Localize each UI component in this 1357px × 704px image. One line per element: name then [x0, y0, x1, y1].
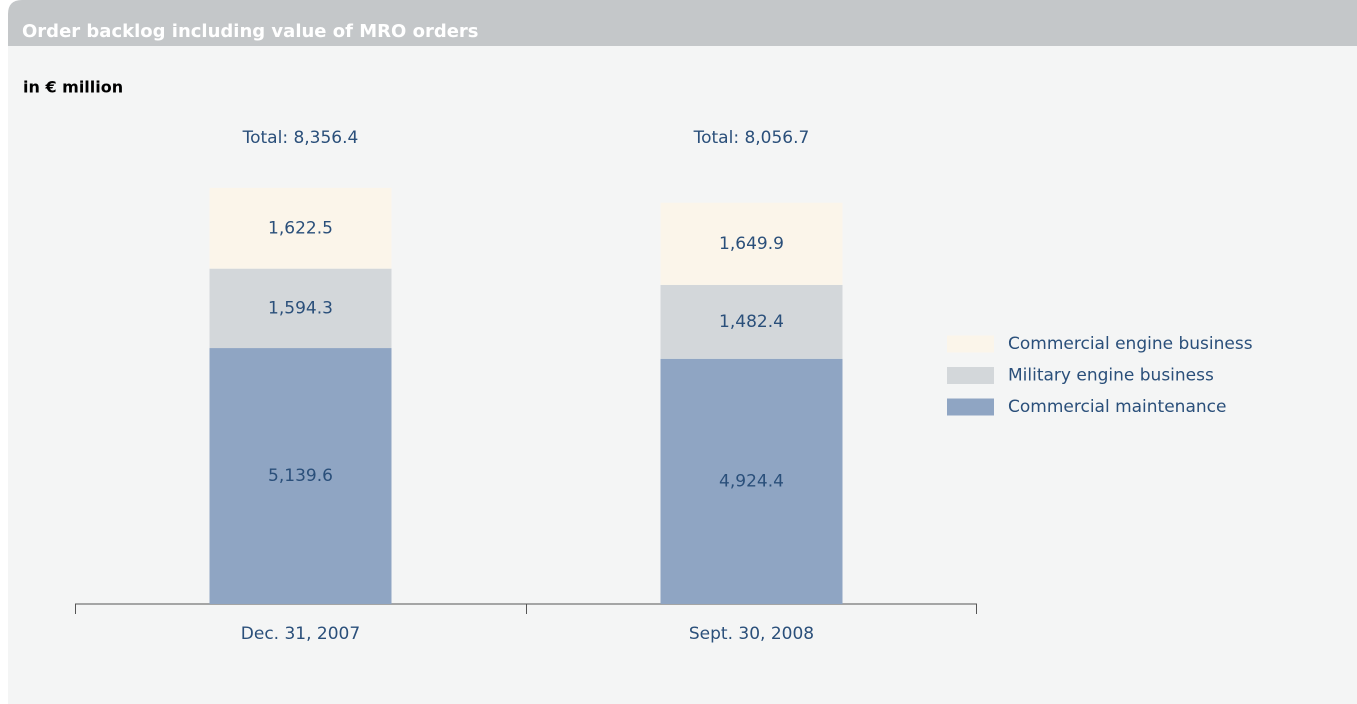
bar-segment	[209, 268, 392, 349]
bar-segment	[660, 284, 843, 359]
value-label: 4,924.4	[719, 471, 784, 491]
bar-segment	[209, 187, 392, 269]
x-tick-label: Sept. 30, 2008	[689, 624, 814, 644]
bar-segment	[209, 348, 392, 604]
legend-label: Commercial maintenance	[1008, 397, 1226, 417]
value-label: 1,482.4	[719, 312, 784, 332]
total-label: Total: 8,356.4	[242, 128, 359, 148]
legend-swatch	[947, 367, 994, 384]
bar-segment	[660, 358, 843, 604]
x-tick-label: Dec. 31, 2007	[241, 624, 360, 644]
chart-subtitle: in € million	[23, 78, 123, 97]
legend-label: Military engine business	[1008, 366, 1214, 386]
value-label: 1,649.9	[719, 234, 784, 254]
legend-label: Commercial engine business	[1008, 334, 1253, 354]
value-label: 5,139.6	[268, 466, 333, 486]
legend-swatch	[947, 398, 994, 416]
total-label: Total: 8,056.7	[693, 128, 810, 148]
bar-segment	[660, 202, 843, 285]
value-label: 1,594.3	[268, 298, 333, 318]
legend-swatch	[947, 335, 994, 353]
header-bar	[8, 0, 1357, 46]
chart-title: Order backlog including value of MRO ord…	[22, 21, 479, 42]
value-label: 1,622.5	[268, 218, 333, 238]
